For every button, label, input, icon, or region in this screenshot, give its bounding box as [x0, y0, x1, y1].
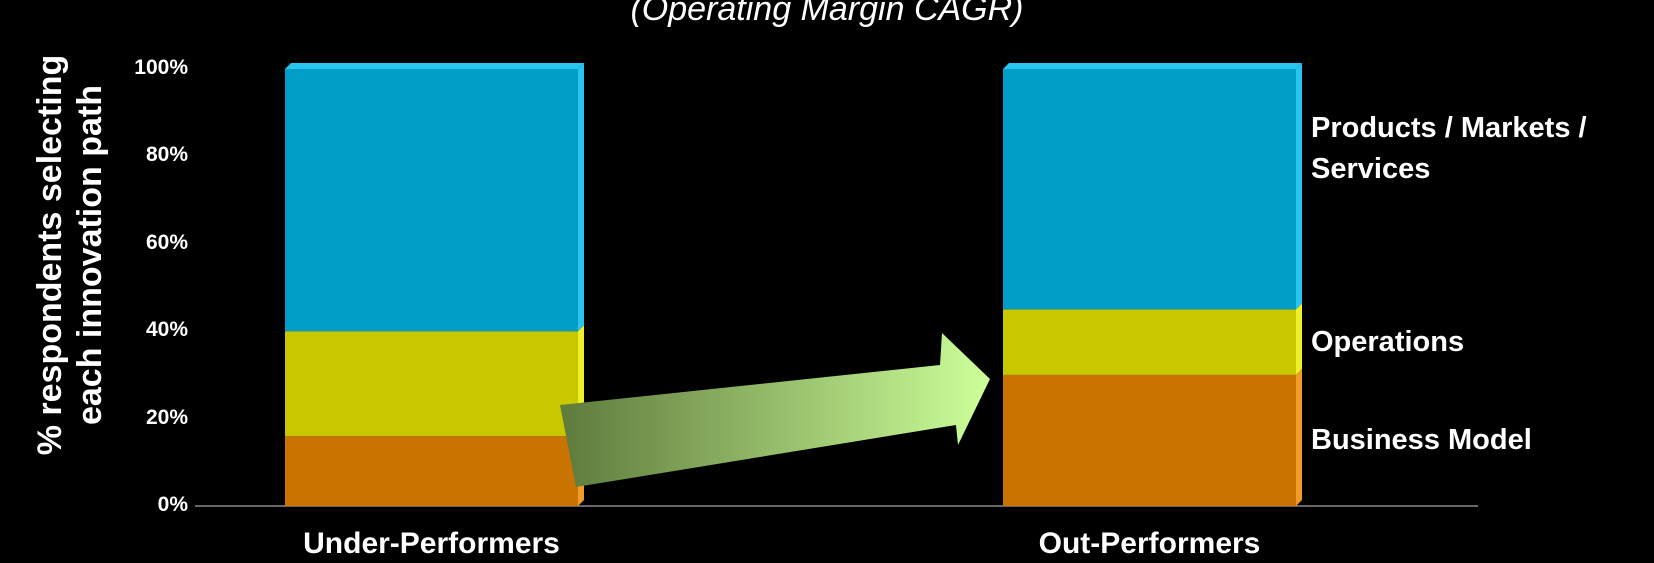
series-label: Business Model [1311, 423, 1532, 456]
bar-segment [285, 436, 578, 506]
bar-segment [1003, 69, 1296, 310]
y-tick-label: 60% [145, 230, 188, 254]
y-tick-label: 100% [134, 56, 188, 79]
y-tick-label: 20% [145, 405, 188, 429]
chart-subtitle: (Operating Margin CAGR) [630, 0, 1024, 28]
y-tick-label: 80% [145, 143, 188, 167]
y-tick-label: 40% [145, 318, 188, 342]
bar-segment [285, 331, 578, 437]
trend-arrow [560, 333, 990, 487]
series-label: Products / Markets / Services [1311, 112, 1587, 186]
bar-top [285, 63, 584, 69]
bar-segment-side [1296, 63, 1302, 310]
bar-segment [1003, 309, 1296, 375]
bar-segment-side [578, 63, 584, 332]
bar-segment [285, 69, 578, 332]
series-label: Operations [1311, 325, 1465, 358]
y-tick-label: 0% [157, 493, 188, 516]
x-category-label: Out-Performers [1038, 527, 1261, 560]
x-category-label: Under-Performers [303, 527, 560, 560]
bar-segment-side [1296, 368, 1302, 506]
bar-segment [1003, 374, 1296, 506]
bar-segment-side [1296, 303, 1302, 375]
bar-top [1003, 63, 1302, 69]
